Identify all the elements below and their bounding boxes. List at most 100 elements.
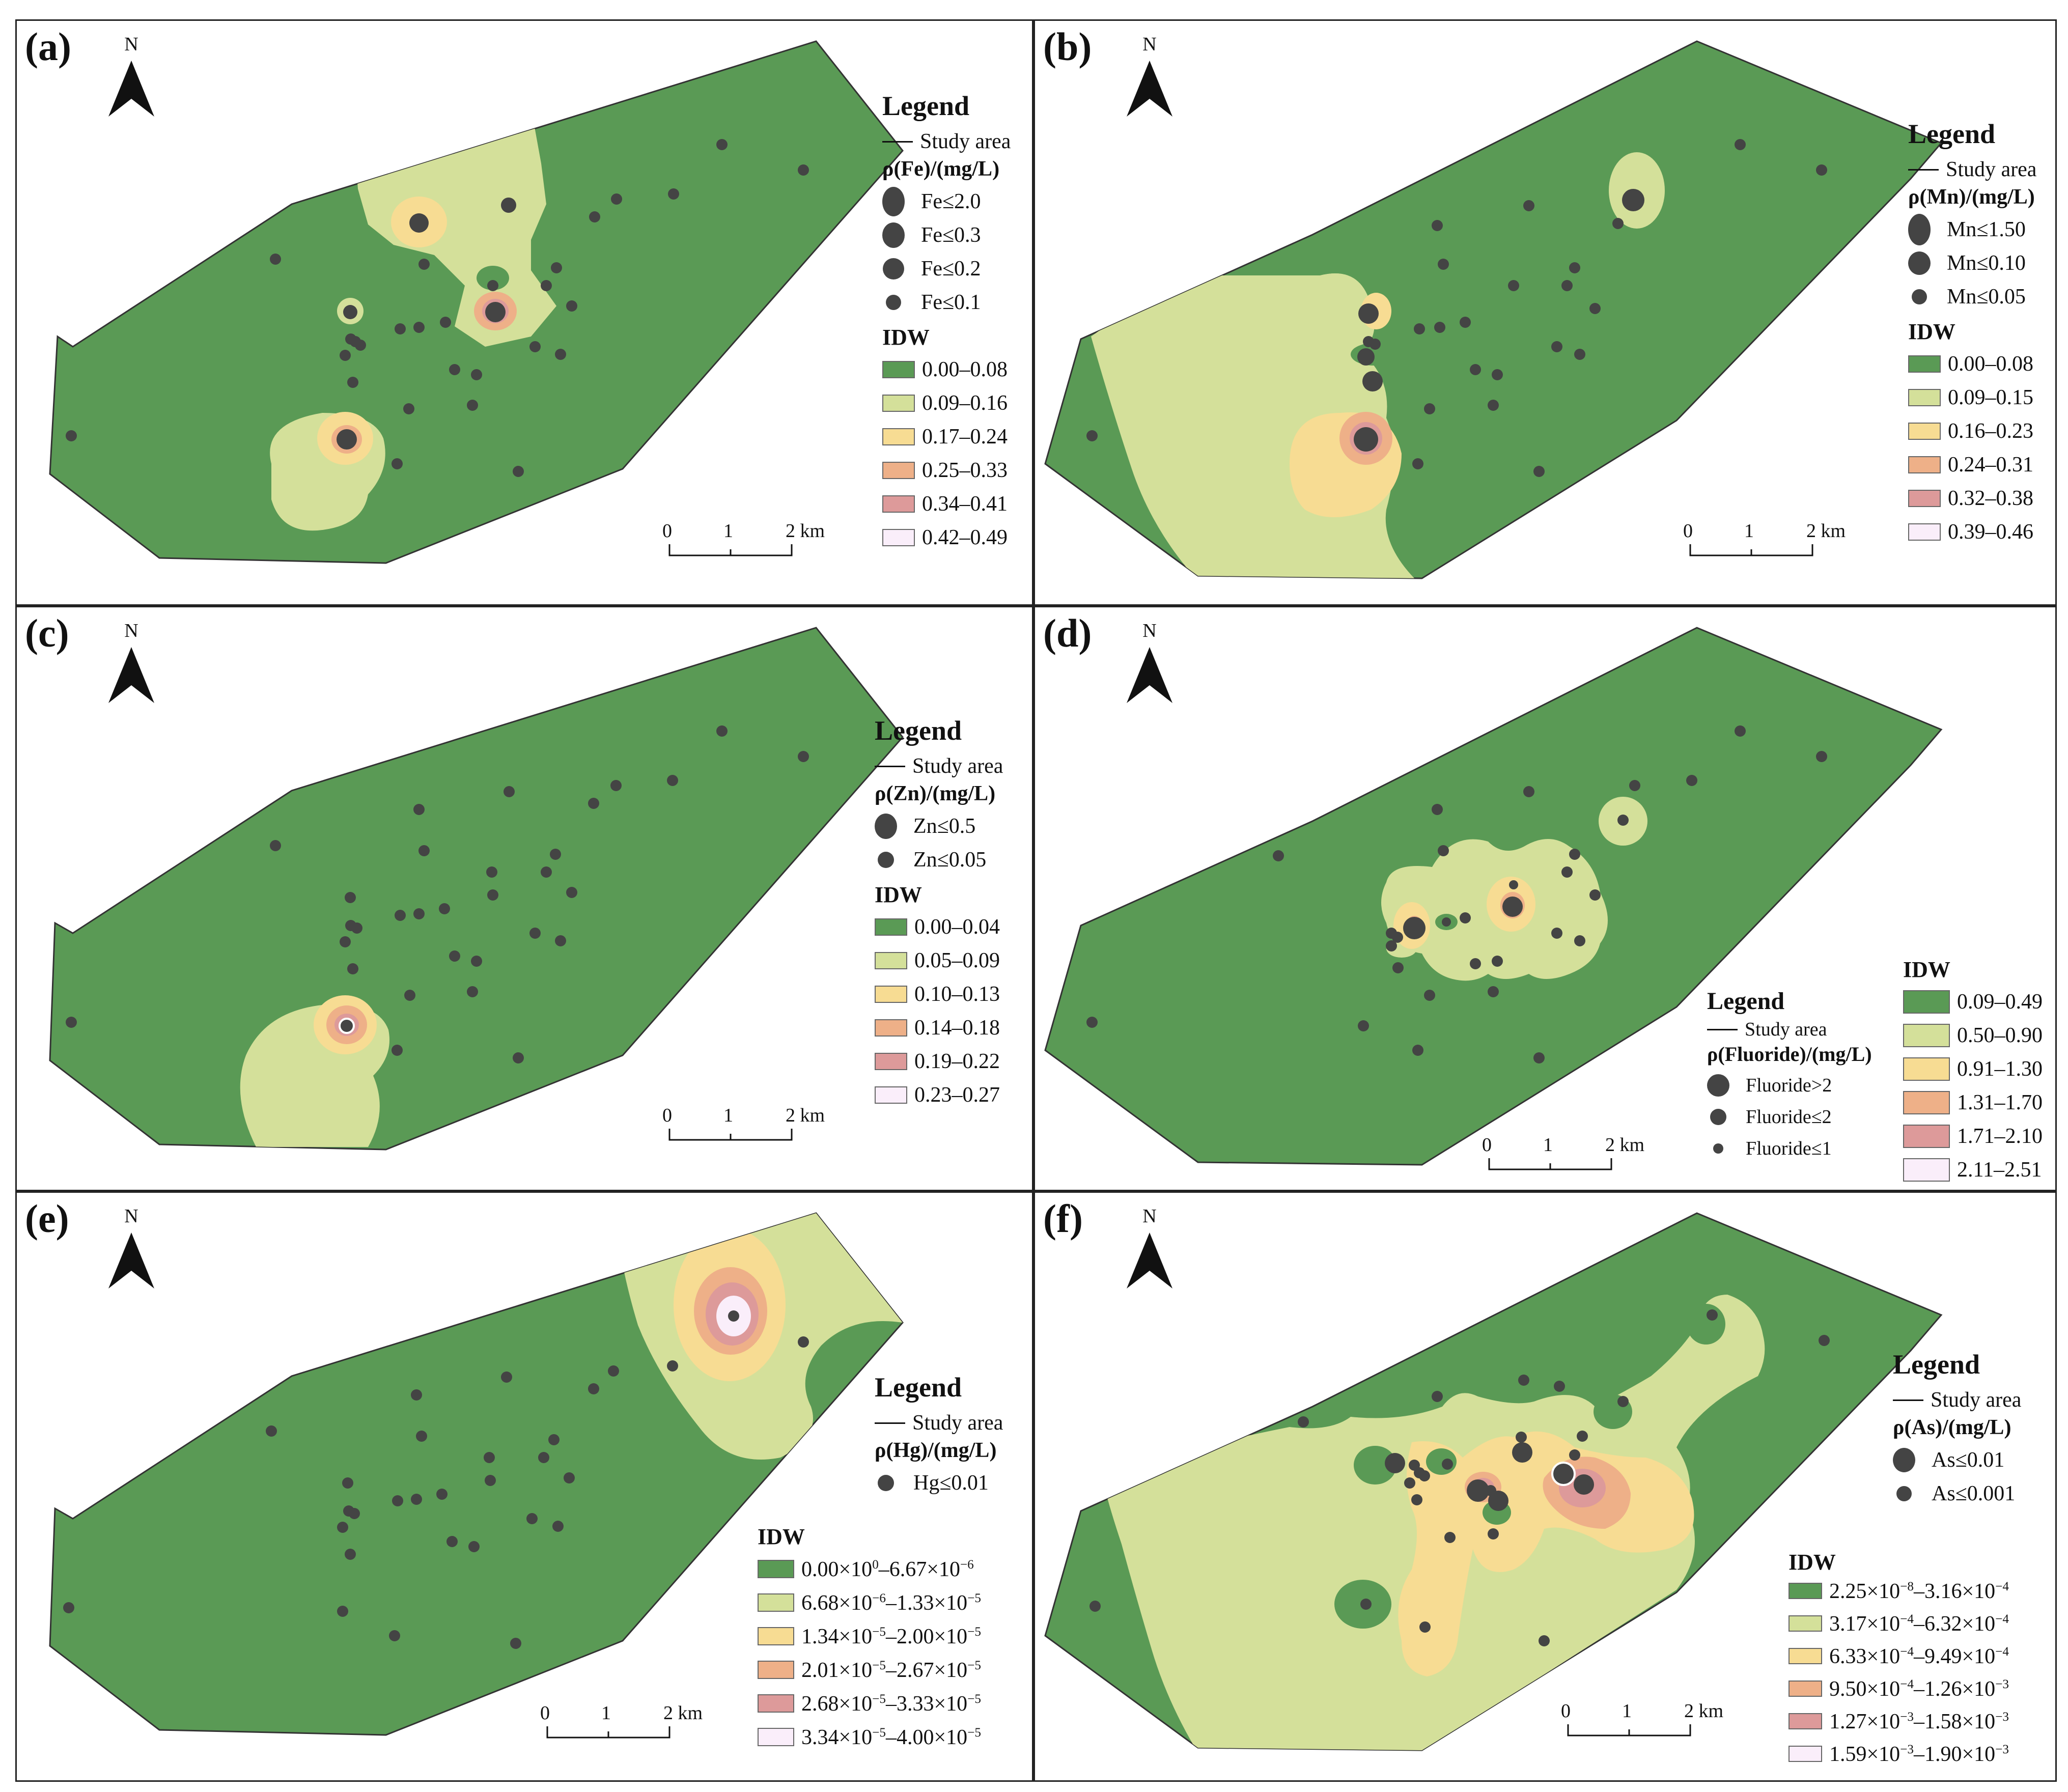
idw-title: IDW [882,325,930,350]
legend-d-idw: IDW 0.09–0.49 0.50–0.90 0.91–1.30 1.31–1… [1903,959,2043,1187]
sample-dot-icon [1710,1109,1726,1125]
sample-class: Hg≤0.01 [913,1471,989,1495]
color-swatch [882,495,915,513]
sample-class: Fe≤0.1 [921,291,981,314]
north-letter: N [1142,34,1157,55]
sample-class: Mn≤0.05 [1947,285,2026,309]
idw-class: 6.68×10−6–1.33×10−5 [801,1591,981,1615]
sample-class: As≤0.01 [1932,1448,2005,1472]
idw-class: 1.27×10−3–1.58×10−3 [1829,1710,2009,1733]
sample-class: Mn≤1.50 [1947,218,2026,241]
idw-class: 0.39–0.46 [1948,520,2033,544]
sample-dot-icon [1908,214,1931,245]
north-letter: N [124,620,138,641]
legend-e: Legend Study area ρ(Hg)/(mg/L) Hg≤0.01 [875,1374,1003,1500]
scale-0: 0 [1683,520,1693,542]
sample-class: Mn≤0.10 [1947,251,2026,275]
idw-class: 0.05–0.09 [914,949,1000,972]
color-swatch [1788,1681,1822,1697]
legend-title: Legend [1893,1349,1980,1380]
sample-dot-icon [882,187,905,216]
idw-title: IDW [1908,319,1955,344]
color-swatch [1903,990,1950,1014]
scale-0: 0 [1482,1134,1492,1156]
color-swatch [882,395,915,412]
color-swatch [882,361,915,378]
panel-b: (b) N Legend Study area ρ(Mn)/(mg/L) Mn≤… [1033,19,2057,606]
panel-e: (e) N Legend Study area ρ(Hg)/(mg/L) Hg≤… [15,1191,1033,1782]
color-swatch [1788,1648,1822,1664]
color-swatch [1788,1583,1822,1599]
color-swatch [875,1019,907,1037]
legend-f: Legend Study area ρ(As)/(mg/L) As≤0.01 A… [1893,1351,2021,1510]
north-arrow-icon: N [108,620,154,708]
sample-class: Fluoride>2 [1746,1075,1832,1096]
idw-class: 0.34–0.41 [922,492,1008,516]
idw-class: 3.34×10−5–4.00×10−5 [801,1725,981,1749]
idw-title: IDW [1903,957,1950,982]
panel-d: (d) N Legend Study area ρ(Fluoride)/(mg/… [1033,606,2057,1191]
scale-1: 1 [723,520,733,542]
color-swatch [1908,456,1941,473]
study-area-label: Study area [920,130,1011,153]
color-swatch [1908,355,1941,373]
idw-class: 0.10–0.13 [914,983,1000,1006]
sample-dot-icon [1713,1143,1723,1154]
map-b [1044,40,1943,579]
idw-class: 6.33×10−4–9.49×10−4 [1829,1644,2009,1668]
sample-class: Zn≤0.5 [913,815,976,838]
study-area-label: Study area [1931,1388,2022,1412]
color-swatch [1903,1057,1950,1081]
color-swatch [1903,1091,1950,1114]
north-arrow-icon: N [1127,1206,1172,1294]
idw-class: 0.00×100–6.67×10−6 [801,1557,974,1581]
color-swatch [875,986,907,1003]
color-swatch [758,1728,794,1746]
color-swatch [758,1694,794,1713]
idw-class: 9.50×10−4–1.26×10−3 [1829,1677,2009,1701]
panel-label: (c) [25,611,69,655]
scale-1: 1 [1622,1700,1632,1722]
study-area-label: Study area [912,754,1003,778]
north-letter: N [1142,620,1157,641]
scale-0: 0 [662,1105,672,1126]
idw-class: 1.31–1.70 [1957,1091,2043,1114]
idw-class: 2.25×10−8–3.16×10−4 [1829,1579,2009,1603]
scale-2: 2 km [786,1105,825,1126]
panel-label: (d) [1043,611,1092,655]
sample-dot-icon [1912,289,1927,304]
idw-class: 2.11–2.51 [1957,1158,2042,1182]
sample-dot-icon [886,295,901,310]
idw-class: 0.00–0.04 [914,915,1000,939]
panel-c: (c) N Legend Study area ρ(Zn)/(mg/L) Zn≤… [15,606,1033,1191]
scale-1: 1 [1543,1134,1553,1156]
sample-dot-icon [882,222,905,248]
idw-class: 2.01×10−5–2.67×10−5 [801,1658,981,1682]
north-arrow-icon: N [1127,620,1172,708]
idw-class: 0.14–0.18 [914,1016,1000,1040]
map-d [1044,627,1943,1166]
scale-2: 2 km [663,1702,703,1724]
sample-dot-icon [875,814,897,839]
idw-title: IDW [758,1524,805,1549]
idw-class: 0.42–0.49 [922,526,1008,549]
sample-dot-icon [1707,1074,1729,1097]
legend-c: Legend Study area ρ(Zn)/(mg/L) Zn≤0.5 Zn… [875,717,1003,1112]
idw-class: 0.25–0.33 [922,459,1008,482]
sample-dot-icon [878,852,894,868]
sample-dot-icon [883,258,904,279]
color-swatch [1903,1125,1950,1148]
legend-e-idw: IDW 0.00×100–6.67×10−6 6.68×10−6–1.33×10… [758,1519,981,1754]
north-arrow-icon: N [1127,34,1172,122]
idw-title: IDW [1788,1550,1836,1575]
sample-class: Fe≤0.2 [921,257,981,281]
sample-class: Fluoride≤2 [1746,1106,1832,1128]
color-swatch [1908,389,1941,406]
scale-bar: 0 1 2 km [1561,1700,1723,1741]
color-swatch [1788,1615,1822,1632]
color-swatch [1908,523,1941,541]
sample-class: Fe≤2.0 [921,190,981,213]
scale-2: 2 km [786,520,825,542]
idw-class: 0.19–0.22 [914,1050,1000,1073]
idw-class: 3.17×10−4–6.32×10−4 [1829,1612,2009,1636]
